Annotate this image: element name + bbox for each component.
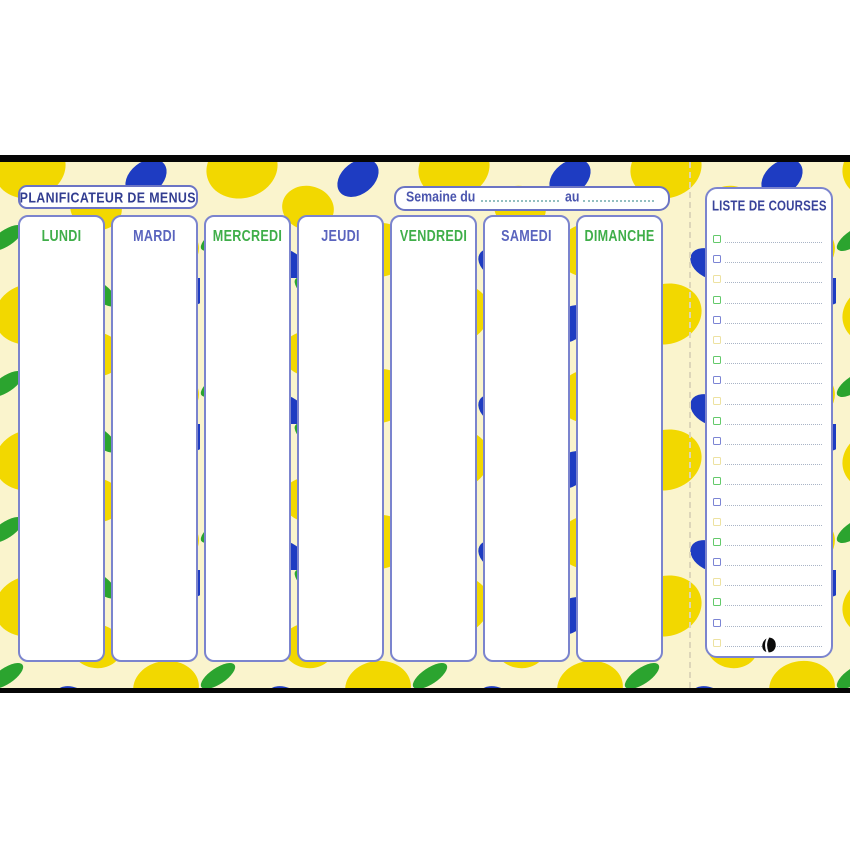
- checkbox[interactable]: [713, 315, 721, 324]
- shopping-list-row: [707, 391, 831, 411]
- entry-line[interactable]: [725, 423, 822, 425]
- checkbox[interactable]: [713, 295, 721, 304]
- checkbox[interactable]: [713, 457, 721, 466]
- checkbox[interactable]: [713, 376, 721, 385]
- checkbox[interactable]: [713, 638, 721, 647]
- entry-line[interactable]: [725, 282, 822, 284]
- entry-line[interactable]: [725, 625, 822, 627]
- entry-line[interactable]: [725, 504, 822, 506]
- checkbox[interactable]: [713, 558, 721, 567]
- shopping-list-row: [707, 290, 831, 310]
- entry-line[interactable]: [725, 383, 822, 385]
- shopping-list-panel: LISTE DE COURSES: [705, 187, 833, 658]
- shopping-list-row: [707, 229, 831, 249]
- week-end-line[interactable]: [582, 200, 654, 202]
- day-label: JEUDI: [321, 225, 360, 245]
- entry-line[interactable]: [725, 544, 822, 546]
- planner-sheet: PLANIFICATEUR DE MENUS Semaine du au LUN…: [0, 155, 850, 693]
- entry-line[interactable]: [725, 605, 822, 607]
- shopping-list-row: [707, 491, 831, 511]
- entry-line[interactable]: [725, 363, 822, 365]
- shopping-list-items: [707, 229, 831, 653]
- shopping-list-row: [707, 269, 831, 289]
- checkbox[interactable]: [713, 416, 721, 425]
- checkbox[interactable]: [713, 477, 721, 486]
- checkbox[interactable]: [713, 618, 721, 627]
- entry-line[interactable]: [725, 242, 822, 244]
- shopping-list-row: [707, 350, 831, 370]
- entry-line[interactable]: [725, 585, 822, 587]
- week-separator-label: au: [565, 188, 580, 206]
- day-column-dimanche: DIMANCHE: [576, 215, 663, 662]
- day-label: DIMANCHE: [584, 225, 655, 245]
- shopping-list-row: [707, 572, 831, 592]
- shopping-list-row: [707, 471, 831, 491]
- week-start-line[interactable]: [480, 200, 560, 202]
- entry-line[interactable]: [725, 464, 822, 466]
- shopping-list-row: [707, 411, 831, 431]
- entry-line[interactable]: [725, 524, 822, 526]
- day-notes-area[interactable]: [392, 251, 475, 660]
- checkbox[interactable]: [713, 275, 721, 284]
- entry-line[interactable]: [725, 262, 822, 264]
- week-field: Semaine du au: [394, 186, 670, 211]
- checkbox[interactable]: [713, 396, 721, 405]
- shopping-list-title: LISTE DE COURSES: [711, 197, 827, 215]
- day-label: MERCREDI: [212, 225, 283, 245]
- shopping-list-row: [707, 532, 831, 552]
- checkbox[interactable]: [713, 336, 721, 345]
- shopping-list-row: [707, 592, 831, 612]
- entry-line[interactable]: [725, 403, 822, 405]
- day-column-mardi: MARDI: [111, 215, 198, 662]
- day-notes-area[interactable]: [578, 251, 661, 660]
- checkbox[interactable]: [713, 497, 721, 506]
- shopping-list-row: [707, 512, 831, 532]
- entry-line[interactable]: [725, 302, 822, 304]
- shopping-list-row: [707, 370, 831, 390]
- shopping-list-row: [707, 330, 831, 350]
- day-column-mercredi: MERCREDI: [204, 215, 291, 662]
- entry-line[interactable]: [725, 343, 822, 345]
- day-label: VENDREDI: [399, 225, 468, 245]
- shopping-list-row: [707, 310, 831, 330]
- shopping-list-row: [707, 613, 831, 633]
- entry-line[interactable]: [725, 484, 822, 486]
- checkbox[interactable]: [713, 356, 721, 365]
- day-notes-area[interactable]: [299, 251, 382, 660]
- shopping-list-row: [707, 249, 831, 269]
- shopping-list-row: [707, 552, 831, 572]
- checkbox[interactable]: [713, 578, 721, 587]
- entry-line[interactable]: [725, 565, 822, 567]
- entry-line[interactable]: [725, 322, 822, 324]
- planner-title: PLANIFICATEUR DE MENUS: [19, 188, 197, 206]
- day-notes-area[interactable]: [20, 251, 103, 660]
- checkbox[interactable]: [713, 517, 721, 526]
- day-label: LUNDI: [41, 225, 82, 245]
- checkbox[interactable]: [713, 255, 721, 264]
- checkbox[interactable]: [713, 436, 721, 445]
- week-prefix-label: Semaine du: [406, 188, 476, 206]
- entry-line[interactable]: [725, 443, 822, 445]
- day-label: SAMEDI: [501, 225, 552, 245]
- day-notes-area[interactable]: [113, 251, 196, 660]
- day-notes-area[interactable]: [206, 251, 289, 660]
- brand-swoosh-icon: [762, 637, 776, 653]
- day-column-lundi: LUNDI: [18, 215, 105, 662]
- shopping-list-row: [707, 451, 831, 471]
- day-label: MARDI: [133, 225, 176, 245]
- checkbox[interactable]: [713, 235, 721, 244]
- checkbox[interactable]: [713, 537, 721, 546]
- checkbox[interactable]: [713, 598, 721, 607]
- day-notes-area[interactable]: [485, 251, 568, 660]
- shopping-list-row: [707, 431, 831, 451]
- day-column-jeudi: JEUDI: [297, 215, 384, 662]
- planner-title-box: PLANIFICATEUR DE MENUS: [18, 185, 198, 209]
- perforation-line: [689, 162, 691, 688]
- day-column-samedi: SAMEDI: [483, 215, 570, 662]
- day-column-vendredi: VENDREDI: [390, 215, 477, 662]
